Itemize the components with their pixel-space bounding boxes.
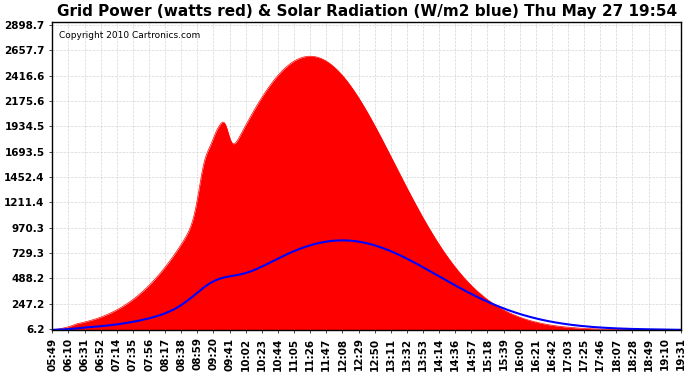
Title: Grid Power (watts red) & Solar Radiation (W/m2 blue) Thu May 27 19:54: Grid Power (watts red) & Solar Radiation… [57, 4, 677, 19]
Text: Copyright 2010 Cartronics.com: Copyright 2010 Cartronics.com [59, 31, 200, 40]
